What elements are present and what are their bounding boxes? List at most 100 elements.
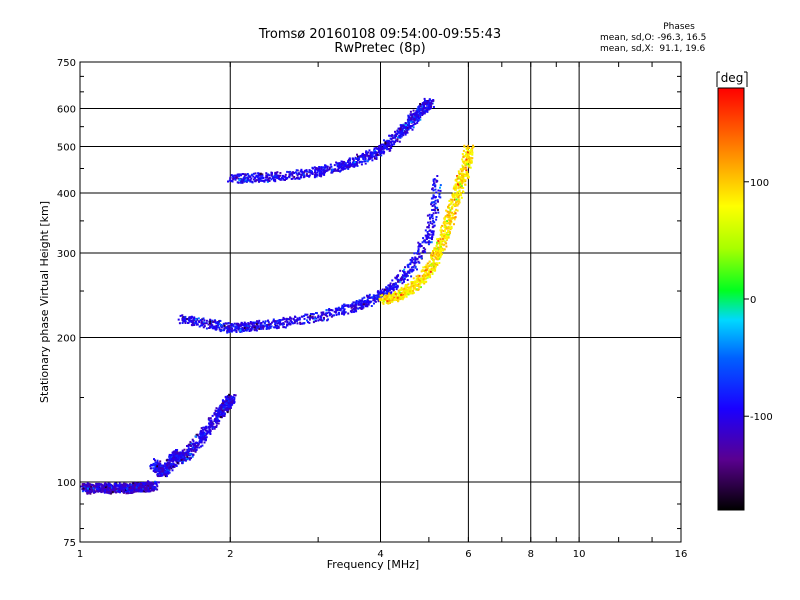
data-point: [247, 323, 250, 326]
data-point: [471, 151, 474, 154]
data-point: [432, 180, 435, 182]
data-point: [413, 121, 416, 124]
data-point: [182, 455, 185, 458]
data-point: [331, 309, 334, 312]
data-point: [343, 164, 346, 167]
data-point: [199, 432, 202, 435]
data-point: [181, 462, 184, 464]
data-point: [226, 406, 229, 409]
data-point: [249, 176, 252, 179]
data-point: [127, 485, 130, 488]
data-point: [412, 283, 415, 286]
data-point: [171, 466, 174, 469]
data-point: [429, 229, 432, 232]
data-point: [340, 169, 342, 172]
data-point: [103, 488, 106, 491]
data-point: [193, 322, 196, 325]
data-point: [247, 322, 250, 325]
data-point: [291, 173, 294, 176]
data-point: [177, 456, 180, 459]
data-point: [427, 273, 429, 276]
data-point: [170, 456, 173, 458]
data-point: [141, 489, 144, 492]
data-point: [436, 249, 439, 252]
data-point: [364, 158, 367, 160]
data-point: [438, 253, 441, 256]
data-point: [468, 152, 471, 155]
data-point: [428, 106, 430, 109]
data-point: [350, 306, 353, 309]
data-point: [274, 176, 277, 179]
data-point: [370, 155, 373, 158]
data-point: [86, 487, 89, 490]
data-point: [301, 322, 304, 325]
data-point: [319, 315, 322, 318]
data-point: [107, 490, 110, 493]
data-point: [395, 299, 398, 301]
data-point: [189, 453, 192, 456]
data-point: [165, 471, 168, 474]
data-point: [267, 319, 270, 322]
data-point: [379, 290, 382, 293]
data-point: [328, 314, 331, 317]
data-point: [412, 269, 415, 272]
data-point: [156, 465, 158, 468]
data-point: [401, 291, 404, 294]
data-point: [120, 486, 123, 489]
data-point: [173, 458, 176, 461]
data-point: [434, 188, 437, 191]
data-point: [133, 482, 136, 485]
data-point: [427, 226, 430, 229]
x-tick-label: 4: [377, 549, 383, 560]
data-point: [407, 121, 410, 124]
data-point: [356, 164, 359, 167]
data-point: [120, 484, 123, 487]
data-point: [416, 118, 418, 121]
data-point: [410, 285, 413, 288]
data-point: [168, 467, 171, 470]
data-point: [133, 487, 136, 490]
data-point: [363, 296, 366, 299]
data-point: [276, 326, 279, 329]
data-point: [409, 268, 412, 271]
data-point: [376, 153, 379, 156]
data-point: [211, 428, 214, 430]
data-point: [136, 482, 139, 485]
data-point: [233, 401, 236, 403]
data-point: [407, 271, 410, 274]
data-point: [357, 307, 360, 310]
data-point: [372, 299, 375, 302]
data-point: [371, 159, 374, 162]
data-point: [419, 255, 422, 258]
data-point: [427, 265, 430, 268]
data-point: [408, 269, 411, 272]
data-point: [308, 321, 311, 324]
data-point: [254, 321, 257, 324]
data-point: [179, 456, 182, 459]
data-point: [464, 183, 467, 186]
data-point: [420, 257, 423, 259]
data-point: [366, 294, 368, 297]
data-point: [357, 159, 359, 162]
data-point: [397, 274, 400, 277]
data-point: [409, 292, 412, 295]
data-point: [254, 172, 257, 175]
data-point: [393, 291, 396, 294]
data-point: [262, 177, 265, 179]
data-point: [202, 432, 204, 435]
data-point: [455, 198, 458, 201]
data-point: [443, 226, 446, 228]
data-point: [464, 167, 467, 170]
data-point: [213, 427, 216, 430]
data-point: [399, 124, 402, 127]
data-point: [437, 208, 439, 211]
data-point: [230, 174, 233, 177]
data-point: [396, 130, 399, 133]
data-point: [219, 410, 222, 413]
data-point: [405, 284, 408, 287]
data-point: [378, 299, 381, 302]
y-tick-label: 75: [63, 538, 76, 549]
data-point: [460, 178, 463, 181]
data-point: [454, 193, 457, 196]
data-point: [437, 255, 440, 258]
